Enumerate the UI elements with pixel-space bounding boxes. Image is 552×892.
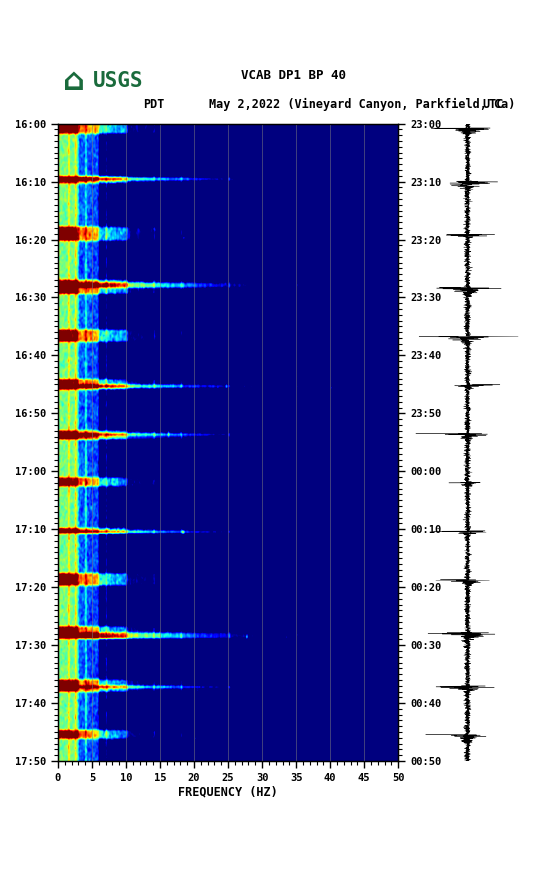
Text: USGS: USGS <box>93 70 144 91</box>
Text: VCAB DP1 BP 40: VCAB DP1 BP 40 <box>241 69 347 82</box>
Text: PDT: PDT <box>143 98 164 111</box>
Text: UTC: UTC <box>482 98 504 111</box>
X-axis label: FREQUENCY (HZ): FREQUENCY (HZ) <box>178 786 278 798</box>
Text: May 2,2022 (Vineyard Canyon, Parkfield, Ca): May 2,2022 (Vineyard Canyon, Parkfield, … <box>209 98 516 111</box>
Text: ⌂: ⌂ <box>63 67 84 96</box>
